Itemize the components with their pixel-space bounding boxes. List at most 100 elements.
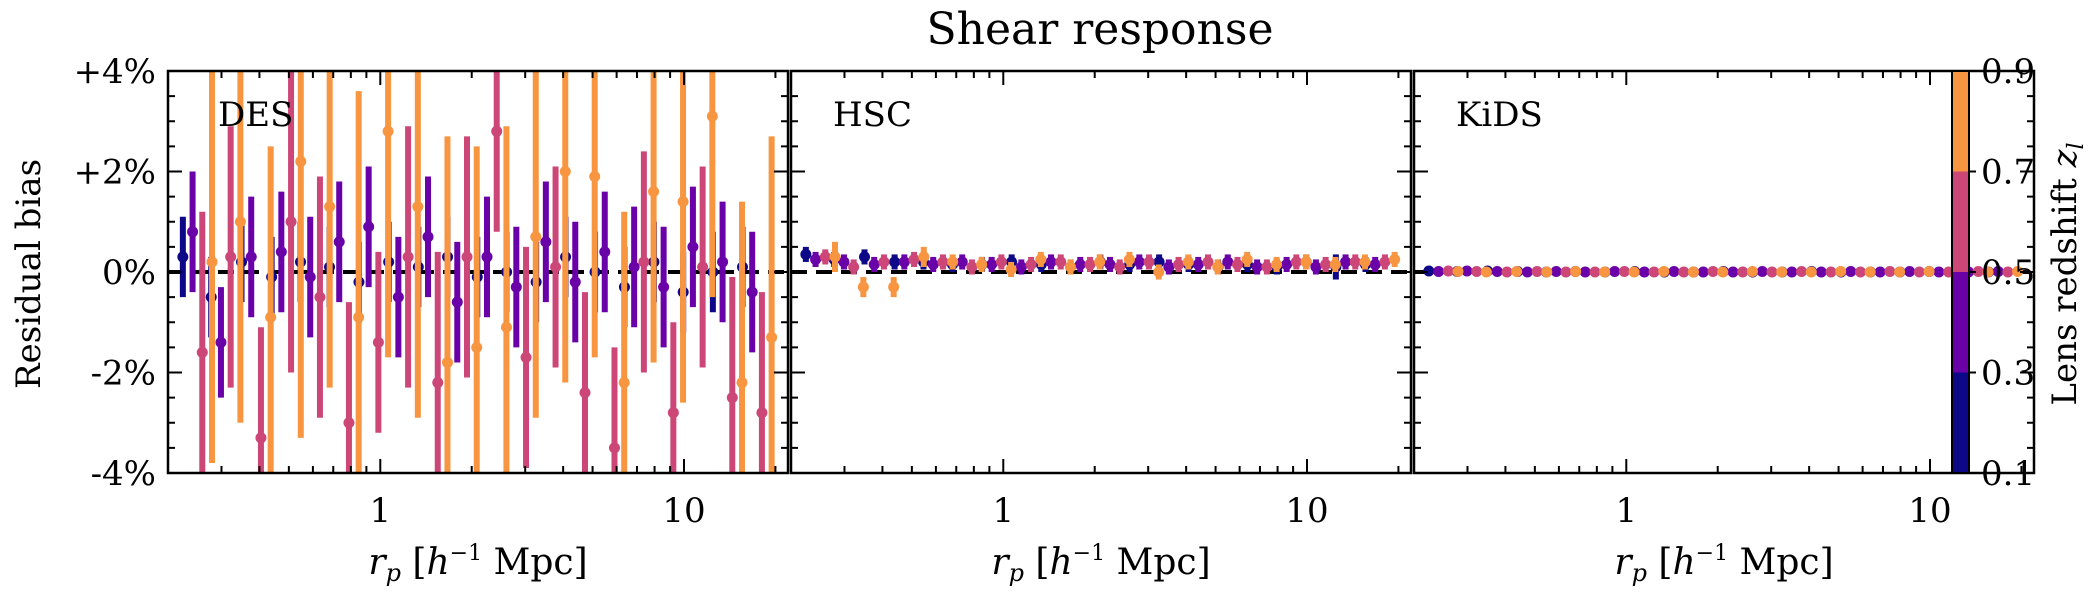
data-point — [648, 186, 660, 198]
data-point — [206, 256, 218, 268]
data-point — [1182, 256, 1194, 268]
data-point — [2002, 266, 2014, 278]
data-point — [898, 256, 910, 268]
data-point — [1697, 266, 1709, 278]
data-point — [372, 336, 384, 348]
data-point — [1471, 265, 1483, 277]
data-point — [1310, 261, 1322, 273]
data-point — [314, 291, 326, 303]
data-point — [1589, 266, 1601, 278]
data-point — [1064, 261, 1076, 273]
figure-title: Shear response — [926, 4, 1273, 55]
data-point — [432, 377, 444, 389]
data-points — [1423, 265, 2024, 278]
data-point — [1570, 265, 1582, 277]
data-point — [1241, 253, 1253, 265]
series-4 — [206, 71, 778, 473]
data-point — [589, 171, 601, 183]
data-point — [1815, 266, 1827, 278]
data-point — [1251, 261, 1263, 273]
data-point — [392, 291, 404, 303]
data-point — [966, 261, 978, 273]
data-point — [1541, 266, 1553, 278]
data-point — [422, 231, 434, 243]
data-point — [1707, 265, 1719, 277]
data-point — [1884, 265, 1896, 277]
series-2 — [810, 251, 1381, 275]
x-axis-label: rp [h−1 Mpc] — [991, 541, 1210, 587]
data-point — [1173, 258, 1185, 270]
data-point — [1379, 256, 1391, 268]
data-point — [1123, 253, 1135, 265]
data-point — [1825, 266, 1837, 278]
data-point — [1433, 265, 1445, 277]
x-tick-label: 1 — [369, 491, 391, 531]
data-point — [599, 246, 611, 258]
data-point — [1511, 265, 1523, 277]
x-axis-labels: rp [h−1 Mpc] rp [h−1 Mpc] rp [h−1 Mpc] — [368, 541, 1833, 587]
colorbar-tick-label: 0.7 — [1981, 153, 2035, 193]
data-points — [177, 71, 778, 473]
data-point — [1913, 266, 1925, 278]
data-point — [1599, 266, 1611, 278]
data-point — [1340, 256, 1352, 268]
y-tick-label: -2% — [91, 354, 156, 394]
data-point — [471, 341, 483, 353]
data-point — [697, 261, 709, 273]
data-point — [402, 251, 414, 263]
data-point — [947, 256, 959, 268]
colorbar: 0.1 0.3 0.5 0.7 0.9 Lens redshift zl — [1951, 52, 2089, 494]
data-point — [1045, 256, 1057, 268]
data-point — [1442, 265, 1454, 277]
data-point — [1222, 256, 1234, 268]
series-3 — [1442, 265, 2014, 278]
data-point — [255, 432, 267, 444]
data-point — [1904, 265, 1916, 277]
data-point — [956, 256, 968, 268]
data-point — [1717, 266, 1729, 278]
y-tick-label: +4% — [74, 52, 156, 92]
data-point — [1776, 266, 1788, 278]
data-point — [1638, 266, 1650, 278]
data-point — [857, 281, 869, 293]
colorbar-segment — [1952, 372, 1969, 473]
data-point — [1746, 265, 1758, 277]
data-point — [1133, 256, 1145, 268]
data-point — [412, 201, 424, 213]
data-point — [1261, 261, 1273, 273]
data-point — [1359, 256, 1371, 268]
y-tick-label: -4% — [91, 454, 156, 494]
data-point — [638, 256, 650, 268]
data-point — [324, 201, 336, 213]
data-point — [1290, 256, 1302, 268]
data-point — [1531, 265, 1543, 277]
data-point — [658, 281, 670, 293]
data-point — [1025, 258, 1037, 270]
data-point — [1923, 265, 1935, 277]
data-point — [1550, 265, 1562, 277]
data-point — [868, 258, 880, 270]
data-point — [1192, 258, 1204, 270]
data-point — [1766, 266, 1778, 278]
data-point — [1687, 266, 1699, 278]
data-point — [687, 241, 699, 253]
data-point — [746, 286, 758, 298]
x-axis-label: rp [h−1 Mpc] — [368, 541, 587, 587]
data-point — [1055, 256, 1067, 268]
data-point — [540, 236, 552, 248]
data-point — [819, 251, 831, 263]
data-point — [628, 261, 640, 273]
data-point — [1786, 266, 1798, 278]
data-point — [569, 276, 581, 288]
x-tick-label: 1 — [992, 491, 1014, 531]
data-point — [481, 251, 493, 263]
panel-hsc: 1 10 HSC — [789, 69, 1413, 531]
data-point — [461, 251, 473, 263]
data-point — [1658, 265, 1670, 277]
data-point — [1143, 256, 1155, 268]
data-point — [1369, 258, 1381, 270]
data-points — [800, 241, 1401, 298]
data-point — [2012, 265, 2024, 277]
data-point — [1491, 265, 1503, 277]
